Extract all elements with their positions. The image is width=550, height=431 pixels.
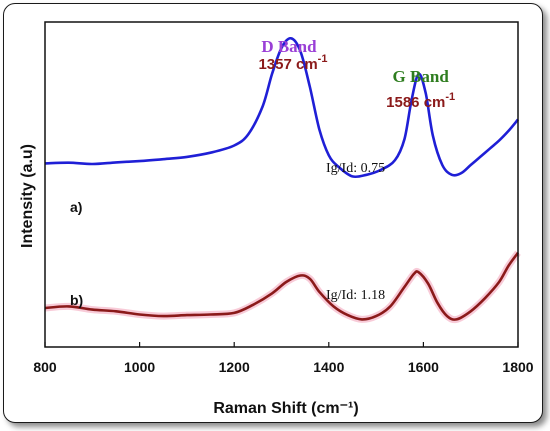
y-axis-title: Intensity (a.u): [19, 144, 36, 248]
d-band-position: 1357 cm-1: [258, 53, 327, 73]
series-a-label: a): [70, 199, 82, 215]
g-band-position-exponent: -1: [445, 91, 455, 103]
series-a-line: [44, 36, 519, 179]
g-band-position-value: 1586 cm: [386, 94, 445, 111]
ratio-a-label: Ig/Id: 0.75: [326, 161, 385, 176]
x-tick-label: 1200: [219, 359, 250, 375]
series-b-line: [44, 252, 520, 321]
x-tick-label: 1400: [313, 359, 344, 375]
series-b-label: b): [70, 292, 83, 308]
x-tick-label: 1600: [408, 359, 439, 375]
x-axis: 800 1000 1200 1400 1600 1800: [33, 342, 534, 375]
x-tick-label: 1000: [124, 359, 155, 375]
g-band-name: G Band: [393, 67, 450, 86]
series-layer: [44, 36, 521, 324]
d-band-position-exponent: -1: [318, 53, 328, 65]
x-axis-title: Raman Shift (cm⁻¹): [213, 400, 358, 417]
x-tick-label: 1800: [502, 359, 533, 375]
g-band-position: 1586 cm-1: [386, 91, 455, 111]
x-tick-label: 800: [33, 359, 57, 375]
plot-area: [44, 21, 519, 348]
ratio-b-label: Ig/Id: 1.18: [326, 288, 385, 303]
d-band-position-value: 1357 cm: [258, 56, 317, 73]
d-band-name: D Band: [261, 37, 317, 56]
